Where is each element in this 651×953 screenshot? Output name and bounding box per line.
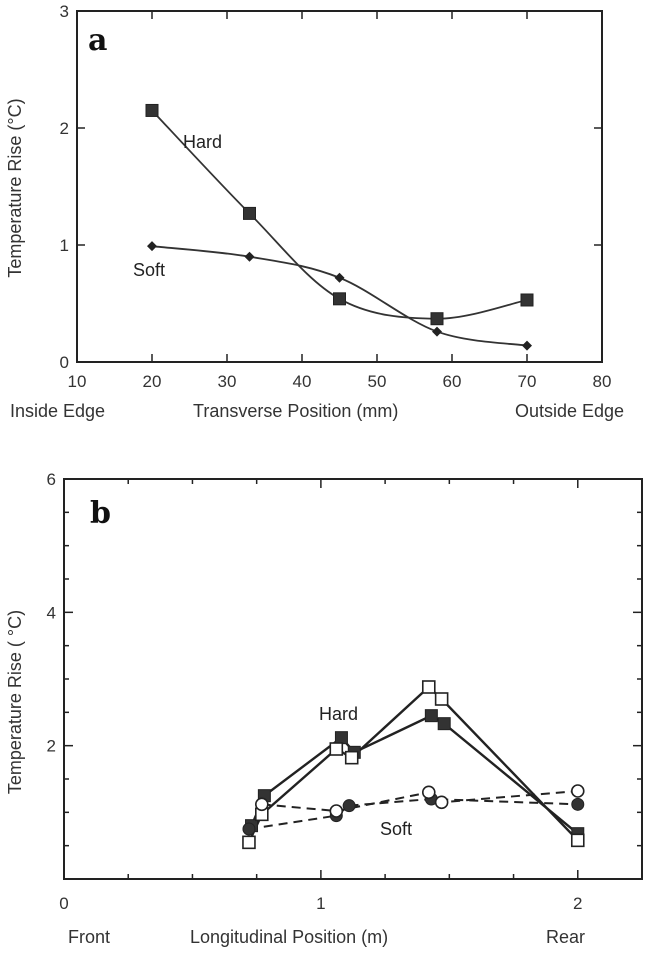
panel-b-xtick-label: 0	[59, 894, 68, 913]
panel-b-point-hard-open-square	[242, 835, 256, 850]
panel-b-point-hard-filled-square	[424, 709, 438, 723]
panel-a-ytick-label: 1	[60, 236, 69, 255]
panel-b-point-soft-filled-circle	[342, 799, 356, 813]
panel-a-point-hard	[430, 312, 444, 326]
panel-a-point-hard	[145, 103, 159, 117]
panel-a-point-soft	[147, 241, 157, 252]
panel-a-xtick-label: 70	[518, 372, 537, 391]
panel-a-ytick-label: 0	[60, 353, 69, 372]
panel-b-point-soft-filled-circle	[571, 797, 585, 811]
panel-b-ytick-label: 2	[47, 737, 56, 756]
panel-a-ytick-label: 3	[60, 2, 69, 21]
panel-a-point-hard	[243, 206, 256, 220]
panel-b-point-hard-filled-square	[437, 717, 451, 731]
panel-a-ylabel: Temperature Rise (°C)	[5, 98, 25, 277]
panel-b-xlabel-right: Rear	[546, 927, 585, 947]
panel-b-point-soft-open-circle	[570, 784, 585, 798]
panel-a-soft-label: Soft	[133, 260, 165, 280]
panel-b-point-hard-filled-square	[334, 731, 348, 745]
panel-a-letter: a	[88, 23, 107, 58]
panel-a-xtick-label: 40	[293, 372, 312, 391]
panel-b-point-soft-open-circle	[255, 797, 269, 812]
panel-a-hard-label: Hard	[183, 132, 222, 152]
panel-a-frame	[76, 10, 603, 363]
panel-b-point-hard-open-square	[434, 692, 449, 706]
panel-b-point-hard-open-square	[329, 742, 344, 756]
panel-b-line-hard-filled-square	[250, 714, 579, 835]
panel-b-point-soft-open-circle	[434, 795, 449, 810]
panel-b-line-hard-open-square	[247, 685, 579, 843]
panel-a-point-soft	[432, 326, 442, 337]
panel-a-xlabel: Transverse Position (mm)	[193, 401, 398, 421]
panel-b-hard-label: Hard	[319, 704, 358, 724]
panel-b-ytick-label: 6	[47, 470, 56, 489]
panel-a-xtick-label: 80	[593, 372, 612, 391]
panel-b-point-hard-open-square	[570, 833, 585, 848]
panel-b-xtick-label: 2	[573, 894, 582, 913]
panel-b-point-hard-open-square	[421, 680, 436, 694]
panel-b-point-soft-open-circle	[329, 804, 344, 818]
panel-b-point-hard-open-square	[344, 750, 359, 765]
panel-a-xlabel-left: Inside Edge	[10, 401, 105, 421]
panel-a-point-hard	[333, 292, 346, 306]
panel-a-xtick-label: 60	[443, 372, 462, 391]
panel-a-xtick-label: 20	[143, 372, 162, 391]
panel-b-xlabel: Longitudinal Position (m)	[190, 927, 388, 947]
panel-a-point-soft	[522, 340, 532, 351]
panel-a-point-soft	[244, 251, 255, 262]
panel-a-point-soft	[334, 272, 345, 283]
panel-a-xtick-label: 10	[68, 372, 87, 391]
panel-b-soft-label: Soft	[380, 819, 412, 839]
panel-b-xlabel-left: Front	[68, 927, 110, 947]
panel-a-point-hard	[520, 293, 534, 307]
panel-b-line-soft-open-circle	[261, 790, 578, 813]
panel-a-xtick-label: 50	[368, 372, 387, 391]
panel-b-letter: b	[90, 496, 111, 531]
panel-a-xtick-label: 30	[218, 372, 237, 391]
panel-a-xlabel-right: Outside Edge	[515, 401, 624, 421]
panel-b-frame	[63, 478, 643, 880]
panel-b-line-soft-filled-circle	[248, 797, 578, 830]
panel-a-ytick-label: 2	[60, 119, 69, 138]
panel-b-point-soft-filled-circle	[242, 822, 256, 836]
panel-b-point-soft-open-circle	[421, 785, 436, 800]
panel-b-ylabel: Temperature Rise ( °C)	[5, 610, 25, 794]
panel-b-ytick-label: 4	[47, 603, 56, 622]
panel-b-xtick-label: 1	[316, 894, 325, 913]
